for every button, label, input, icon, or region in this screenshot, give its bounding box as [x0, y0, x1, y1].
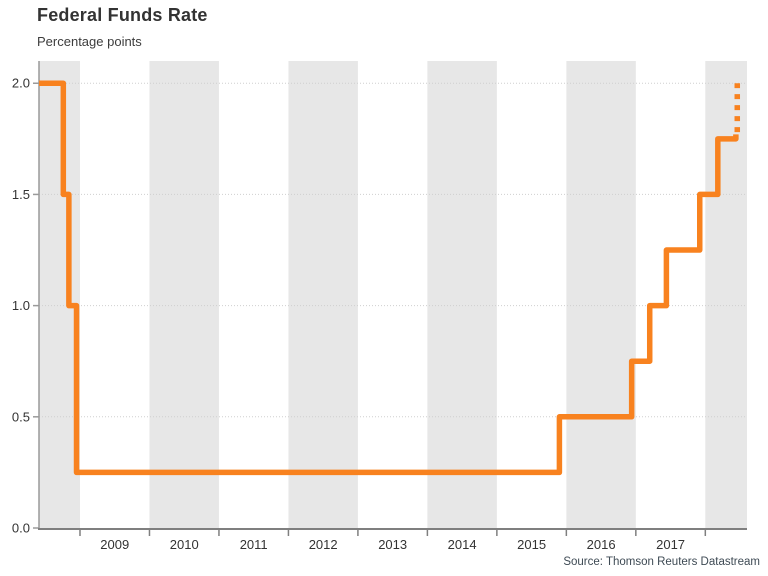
x-tick-label: 2009: [100, 537, 129, 552]
year-shading-band: [149, 61, 219, 528]
chart-subtitle: Percentage points: [37, 34, 142, 49]
x-tick-label: 2011: [240, 537, 268, 552]
y-tick-label: 0.0: [12, 521, 30, 536]
y-tick-label: 1.5: [12, 187, 30, 202]
year-shading-band: [39, 61, 80, 528]
x-tick-label: 2010: [170, 537, 199, 552]
y-tick-label: 2.0: [12, 76, 30, 91]
x-tick-label: 2017: [656, 537, 685, 552]
x-tick-label: 2014: [448, 537, 477, 552]
x-tick-label: 2013: [378, 537, 407, 552]
year-shading-band: [566, 61, 636, 528]
y-tick-label: 1.0: [12, 298, 30, 313]
year-shading-band: [288, 61, 358, 528]
series-federal-funds-rate: [39, 80, 739, 476]
x-tick-label: 2016: [587, 537, 616, 552]
x-tick-label: 2015: [517, 537, 546, 552]
chart-title: Federal Funds Rate: [37, 5, 208, 25]
source-credit: Source: Thomson Reuters Datastream: [563, 556, 760, 568]
year-shading-band: [705, 61, 747, 528]
x-tick-label: 2012: [309, 537, 338, 552]
year-shading-band: [427, 61, 497, 528]
y-tick-label: 0.5: [12, 409, 30, 424]
